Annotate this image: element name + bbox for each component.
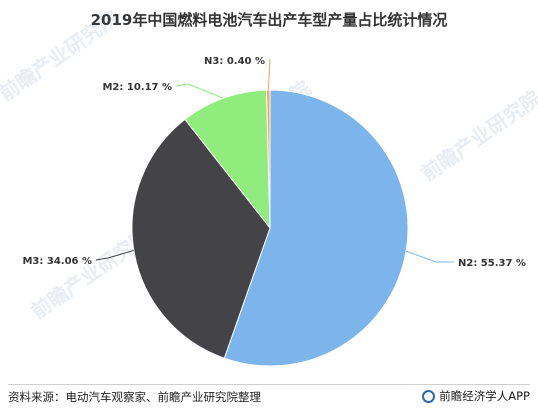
- slice-label-m3: M3: 34.06 %: [22, 256, 92, 267]
- leader-line-m2: [175, 83, 224, 99]
- brand-logo: 前瞻经济学人APP: [422, 388, 530, 404]
- slice-label-m2: M2: 10.17 %: [102, 82, 172, 93]
- slice-label-n2: N2: 55.37 %: [458, 258, 526, 269]
- chart-title: 2019年中国燃料电池汽车出产车型产量占比统计情况: [90, 11, 448, 29]
- leader-line-n2: [405, 250, 454, 263]
- slice-label-n3: N3: 0.40 %: [204, 56, 265, 67]
- pie-slice-m3: [131, 118, 271, 359]
- brand-name: 前瞻经济学人APP: [439, 389, 530, 403]
- leader-line-m3: [95, 249, 134, 261]
- brand-icon: [422, 389, 436, 403]
- pie-slice-n3: [266, 89, 271, 229]
- leader-line-n3: [267, 59, 271, 91]
- footer-divider: [8, 384, 530, 385]
- pie-chart: N2: 55.37 % M3: 34.06 % M2: 10.17 % N3: 0.4…: [22, 56, 526, 367]
- source-note: 资料来源：电动汽车观察家、前瞻产业研究院整理: [8, 390, 261, 404]
